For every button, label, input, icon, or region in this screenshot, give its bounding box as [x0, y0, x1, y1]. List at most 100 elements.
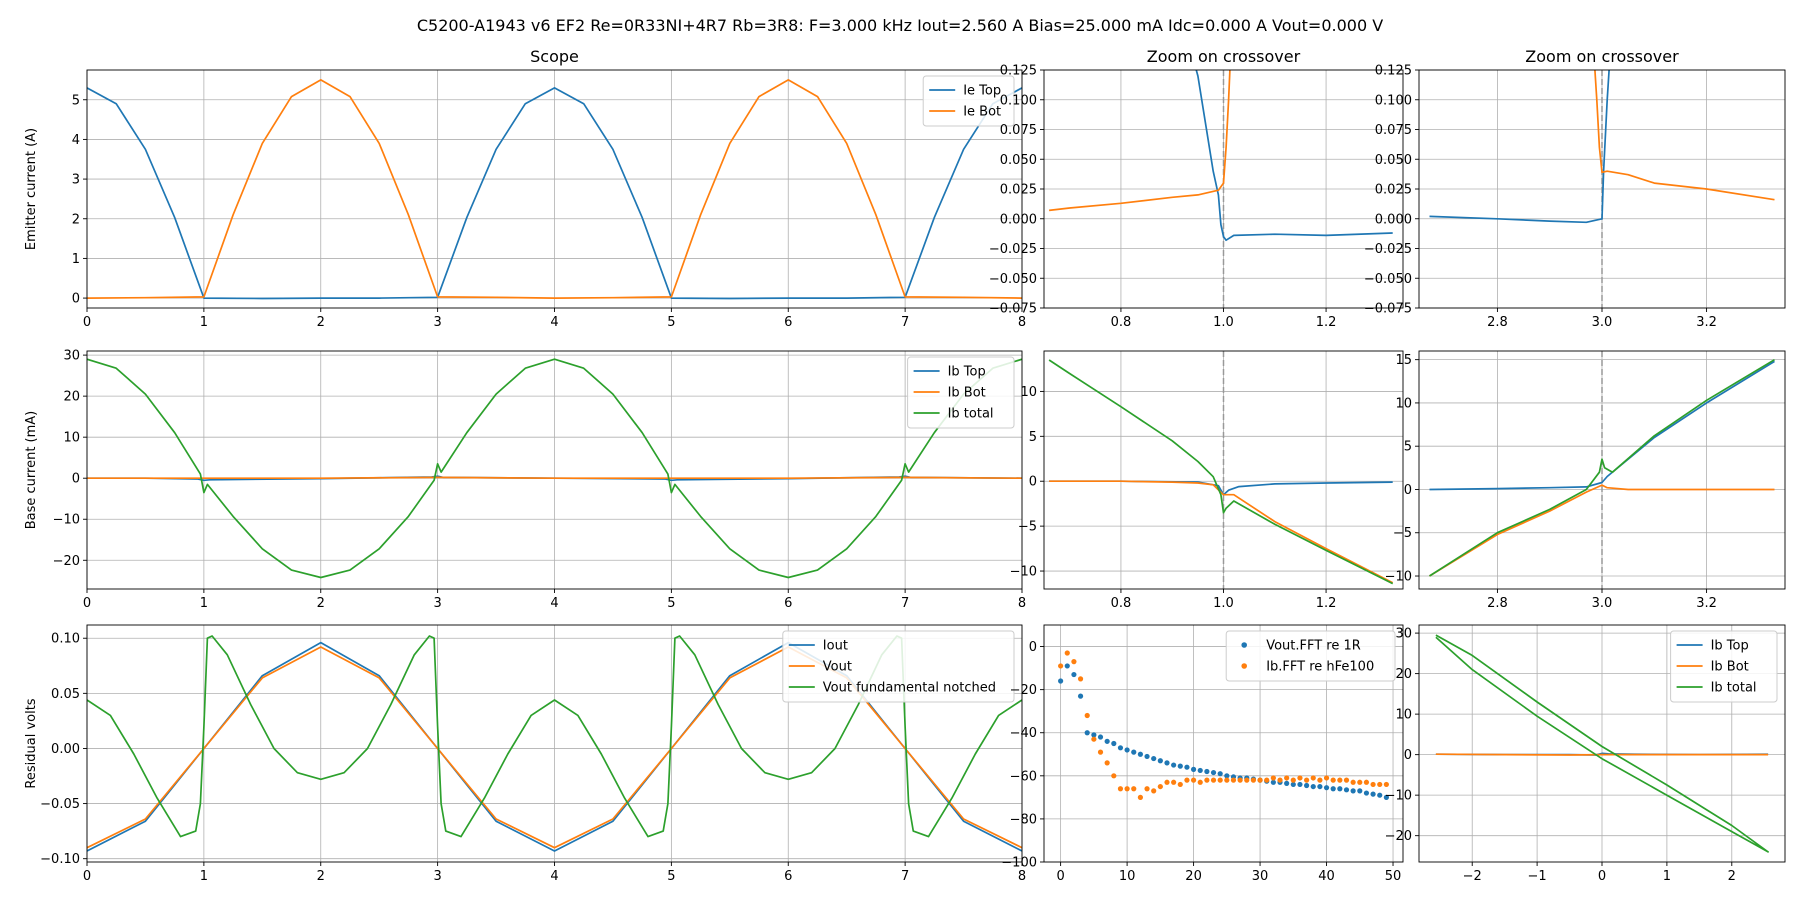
- y-tick-label: 0: [72, 292, 80, 307]
- legend-label: Vout.FFT re 1R: [1266, 639, 1361, 654]
- y-tick-label: 3: [72, 173, 80, 188]
- x-tick-label: 50: [1385, 869, 1402, 884]
- x-tick-label: 1.2: [1316, 596, 1337, 611]
- legend-label: Ib Top: [948, 365, 986, 380]
- y-tick-label: 20: [63, 390, 80, 405]
- data-point-vout-fft-re-1r: [1157, 758, 1163, 764]
- data-point-vout-fft-re-1r: [1137, 751, 1143, 757]
- chart-panel-fft: 0 10 20 30 40 50 −100 −80 −60 −40 −20 0 Vout.FFT re …: [1001, 624, 1404, 884]
- data-point-ib-fft-re-hfe100: [1250, 777, 1257, 783]
- data-point-ib-fft-re-hfe100: [1077, 676, 1084, 682]
- data-point-ib-fft-re-hfe100: [1357, 779, 1363, 785]
- series-line-ib-bot: [1435, 753, 1769, 756]
- x-tick-label: 20: [1185, 869, 1202, 884]
- y-tick-label: 0.050: [1000, 153, 1037, 168]
- data-point-vout-fft-re-1r: [1270, 779, 1276, 785]
- x-tick-label: 7: [901, 315, 909, 330]
- data-point-ib-fft-re-hfe100: [1230, 777, 1237, 783]
- data-point-ib-fft-re-hfe100: [1197, 779, 1203, 785]
- series-line-ie-top: [1195, 70, 1393, 242]
- x-tick-label: 1.2: [1316, 315, 1337, 330]
- data-point-vout-fft-re-1r: [1357, 788, 1363, 794]
- x-tick-label: 3.2: [1696, 596, 1717, 611]
- data-point-ib-fft-re-hfe100: [1117, 786, 1124, 792]
- plot-area: [1049, 70, 1393, 242]
- chart-panel-scope_base: 0 1 2 3 4 5 6 7 8 −20 −10 0 10 20 30 Base current (mA) I…: [24, 349, 1026, 611]
- x-tick-label: 2.8: [1487, 315, 1508, 330]
- legend-label: Vout fundamental notched: [823, 681, 996, 696]
- y-tick-label: −10: [1385, 789, 1412, 804]
- data-point-ib-fft-re-hfe100: [1144, 786, 1150, 792]
- series-line-ib-bot: [1429, 484, 1775, 577]
- y-tick-label: −0.025: [1364, 242, 1412, 257]
- y-tick-label: 5: [1029, 430, 1037, 445]
- data-point-vout-fft-re-1r: [1383, 794, 1389, 800]
- data-point-vout-fft-re-1r: [1370, 791, 1376, 797]
- y-tick-label: 10: [1395, 396, 1412, 411]
- data-point-ib-fft-re-hfe100: [1124, 786, 1130, 792]
- x-tick-label: 6: [784, 315, 792, 330]
- data-point-ib-fft-re-hfe100: [1177, 781, 1183, 788]
- x-tick-label: 8: [1018, 315, 1026, 330]
- chart-title: Zoom on crossover: [1147, 47, 1301, 66]
- y-tick-label: 10: [1020, 385, 1037, 400]
- x-tick-label: 3: [433, 869, 441, 884]
- x-tick-label: 2: [317, 315, 325, 330]
- data-point-ib-fft-re-hfe100: [1237, 777, 1243, 783]
- y-tick-label: 0.025: [1375, 183, 1412, 198]
- x-tick-label: 5: [667, 869, 675, 884]
- series-line-ib-total: [87, 358, 1022, 579]
- legend-frame: [1670, 630, 1778, 703]
- y-tick-label: −20: [53, 554, 80, 569]
- series-line-ib-top: [1429, 360, 1775, 491]
- plot-area: [1429, 70, 1775, 224]
- x-tick-label: 3.0: [1592, 596, 1613, 611]
- data-point-vout-fft-re-1r: [1091, 732, 1097, 738]
- y-tick-label: −10: [53, 513, 80, 528]
- x-tick-label: 1.0: [1213, 596, 1234, 611]
- legend: Iout Vout Vout fundamental notched: [782, 630, 1015, 703]
- y-axis-label: Residual volts: [24, 698, 39, 788]
- x-tick-label: 1: [200, 596, 208, 611]
- series-line-ie-bot: [1594, 70, 1775, 201]
- y-tick-label: 5: [72, 93, 80, 108]
- x-tick-label: 30: [1252, 869, 1269, 884]
- x-tick-label: 4: [550, 315, 558, 330]
- data-point-vout-fft-re-1r: [1297, 781, 1303, 788]
- x-tick-label: 3.2: [1696, 315, 1717, 330]
- x-tick-label: 5: [667, 596, 675, 611]
- data-point-ib-fft-re-hfe100: [1071, 659, 1077, 665]
- plot-area: [1058, 650, 1389, 800]
- y-tick-label: 0: [1404, 748, 1412, 763]
- data-point-vout-fft-re-1r: [1290, 781, 1296, 788]
- y-tick-label: 0.000: [1375, 212, 1412, 227]
- legend-label: Vout: [823, 660, 852, 675]
- data-point-ib-fft-re-hfe100: [1297, 775, 1303, 781]
- chart-panel-residual: 0 1 2 3 4 5 6 7 8 −0.10 −0.05 0.00 0.05 0.10 Residual …: [24, 624, 1026, 884]
- plot-area: [1048, 359, 1394, 585]
- data-point-vout-fft-re-1r: [1323, 785, 1330, 791]
- y-tick-label: 10: [63, 431, 80, 446]
- y-tick-label: 0.050: [1375, 153, 1412, 168]
- y-tick-label: 0.125: [1000, 64, 1037, 79]
- data-point-vout-fft-re-1r: [1077, 693, 1084, 699]
- data-point-vout-fft-re-1r: [1197, 767, 1203, 774]
- series-line-ib-bot: [87, 476, 1022, 480]
- y-tick-label: 1: [72, 252, 80, 267]
- data-point-vout-fft-re-1r: [1064, 663, 1070, 669]
- y-tick-label: 2: [72, 212, 80, 227]
- x-tick-label: −2: [1463, 869, 1482, 884]
- y-tick-label: 0: [72, 472, 80, 487]
- x-tick-label: 0.8: [1111, 315, 1132, 330]
- plot-area: [87, 79, 1022, 300]
- y-tick-label: 0.100: [1375, 93, 1412, 108]
- data-point-vout-fft-re-1r: [1071, 671, 1077, 678]
- data-point-vout-fft-re-1r: [1097, 734, 1104, 740]
- y-tick-label: −100: [1001, 856, 1037, 871]
- data-point-vout-fft-re-1r: [1164, 760, 1170, 766]
- data-point-ib-fft-re-hfe100: [1097, 749, 1104, 755]
- series-line-ib-total: [1429, 358, 1775, 577]
- data-point-vout-fft-re-1r: [1224, 773, 1230, 779]
- data-point-ib-fft-re-hfe100: [1084, 712, 1090, 719]
